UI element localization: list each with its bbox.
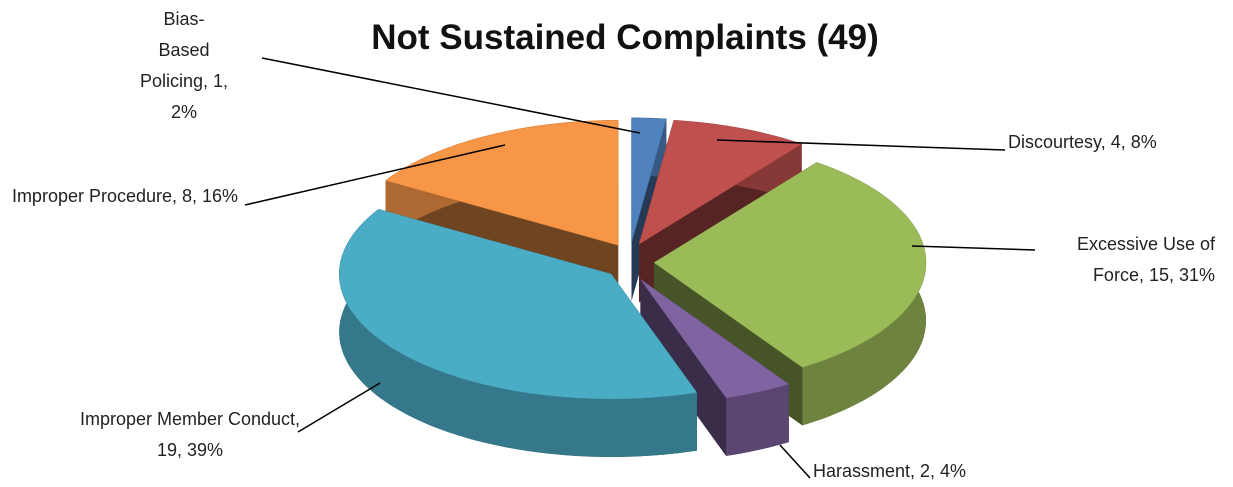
chart-title: Not Sustained Complaints (49) bbox=[371, 18, 879, 57]
data-label: Discourtesy, 4, 8% bbox=[1008, 132, 1157, 152]
data-label: Excessive Use of Force, 15, 31% bbox=[1076, 234, 1215, 285]
slice bbox=[338, 208, 698, 400]
leader-line bbox=[244, 144, 506, 206]
data-label: Improper Member Conduct, 19, 39% bbox=[79, 409, 301, 460]
slice bbox=[385, 120, 619, 246]
leader-line bbox=[261, 57, 641, 134]
slice bbox=[653, 162, 927, 368]
data-label: Bias-Based Policing, 1, 2% bbox=[139, 9, 229, 122]
leader-line bbox=[779, 444, 811, 479]
slice-side bbox=[640, 279, 727, 456]
leader-line bbox=[716, 139, 1006, 151]
slice-wall bbox=[726, 384, 789, 456]
slice-wall bbox=[339, 209, 697, 457]
slice bbox=[640, 279, 790, 399]
slice bbox=[631, 117, 667, 243]
leader-line bbox=[297, 382, 381, 433]
pie-tops bbox=[338, 117, 927, 400]
data-label: Improper Procedure, 8, 16% bbox=[11, 186, 239, 206]
slice bbox=[638, 119, 803, 245]
data-label: Harassment, 2, 4% bbox=[813, 461, 967, 481]
leader-line bbox=[911, 245, 1036, 251]
